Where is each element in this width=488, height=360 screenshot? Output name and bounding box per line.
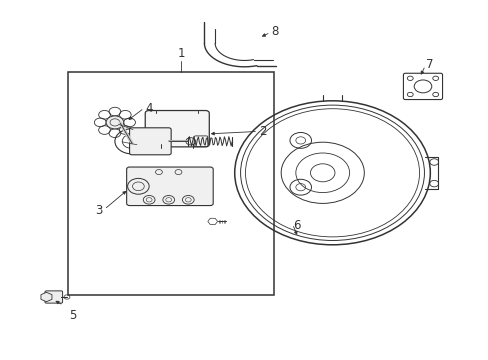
Text: 7: 7 xyxy=(426,58,433,71)
Text: 3: 3 xyxy=(95,204,102,217)
Polygon shape xyxy=(41,292,52,302)
Text: 1: 1 xyxy=(177,48,184,60)
Text: 4: 4 xyxy=(145,102,153,114)
FancyBboxPatch shape xyxy=(126,167,213,206)
Text: 8: 8 xyxy=(271,25,278,38)
Circle shape xyxy=(106,116,123,129)
Text: 2: 2 xyxy=(259,125,266,138)
FancyBboxPatch shape xyxy=(145,111,209,147)
FancyBboxPatch shape xyxy=(129,128,171,155)
Text: 6: 6 xyxy=(293,219,300,232)
Bar xyxy=(68,72,273,295)
FancyBboxPatch shape xyxy=(45,291,62,303)
Text: 5: 5 xyxy=(68,309,76,321)
